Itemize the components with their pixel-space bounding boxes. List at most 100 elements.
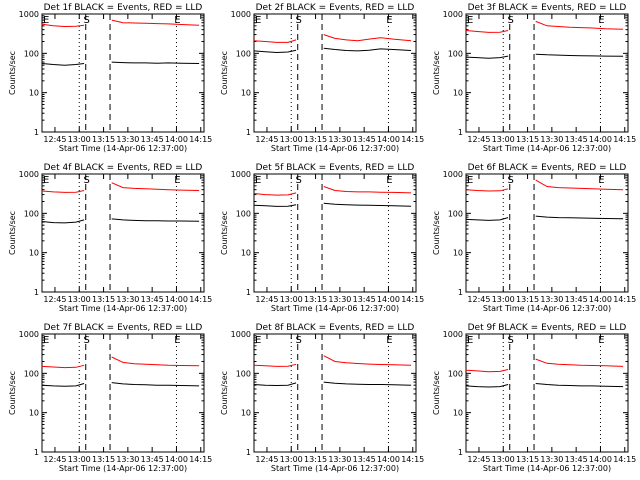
- x-tick-label: 13:15: [304, 455, 327, 464]
- y-tick-label: 1000: [231, 170, 251, 179]
- y-tick-label: 1000: [443, 330, 463, 339]
- marker-label: E: [467, 15, 473, 26]
- marker-label: E: [598, 335, 604, 346]
- marker-label: E: [386, 175, 392, 186]
- y-axis-label: Counts/sec: [220, 211, 229, 255]
- series-line-events: [465, 383, 624, 388]
- plot-frame: [465, 173, 629, 293]
- chart-title: Det 7f BLACK = Events, RED = LLD: [44, 323, 203, 333]
- x-tick-label: 13:30: [540, 295, 563, 304]
- x-tick-label: 13:15: [92, 135, 115, 144]
- marker-label: E: [255, 175, 261, 186]
- marker-label: E: [598, 175, 604, 186]
- series-line-lld: [41, 182, 200, 193]
- y-tick-label: 100: [236, 369, 251, 378]
- marker-label: S: [296, 15, 302, 26]
- y-tick-label: 1: [458, 288, 463, 297]
- x-tick-label: 13:00: [492, 135, 515, 144]
- x-tick-label: 12:45: [467, 455, 490, 464]
- x-tick-label: 14:15: [401, 455, 424, 464]
- x-tick-label: 13:45: [565, 455, 588, 464]
- chart-panel: Det 7f BLACK = Events, RED = LLD 1 10 100 10…: [8, 323, 212, 473]
- series-line-events: [253, 202, 412, 207]
- chart-title: Det 8f BLACK = Events, RED = LLD: [256, 323, 415, 333]
- y-axis-label: Counts/sec: [432, 211, 441, 255]
- x-tick-label: 13:30: [540, 455, 563, 464]
- chart-panel: Det 5f BLACK = Events, RED = LLD 1 10 100 10…: [220, 163, 424, 313]
- marker-label: E: [467, 335, 473, 346]
- series-line-events: [465, 215, 624, 221]
- plot-frame: [465, 333, 629, 453]
- marker-label: S: [508, 175, 514, 186]
- y-tick-label: 1000: [19, 10, 39, 19]
- marker-label: S: [508, 335, 514, 346]
- y-tick-label: 10: [241, 89, 251, 98]
- chart-panel: Det 4f BLACK = Events, RED = LLD 1 10 100 10…: [8, 163, 212, 313]
- x-tick-label: 13:30: [328, 295, 351, 304]
- y-tick-label: 100: [24, 369, 39, 378]
- y-tick-label: 10: [453, 409, 463, 418]
- chart-panel: Det 2f BLACK = Events, RED = LLD 1 10 100 10…: [220, 3, 424, 153]
- y-tick-label: 1000: [19, 330, 39, 339]
- x-tick-label: 14:15: [401, 135, 424, 144]
- series-line-lld: [465, 179, 624, 192]
- y-axis-label: Counts/sec: [220, 51, 229, 95]
- x-tick-label: 13:30: [540, 135, 563, 144]
- plot-frame: [253, 333, 417, 453]
- series-line-events: [41, 218, 200, 224]
- x-axis-label: Start Time (14-Apr-06 12:37:00): [483, 464, 611, 473]
- x-tick-label: 14:15: [613, 295, 636, 304]
- marker-label: S: [296, 335, 302, 346]
- marker-label: E: [43, 335, 49, 346]
- y-tick-label: 10: [453, 249, 463, 258]
- x-tick-label: 12:45: [467, 135, 490, 144]
- x-tick-label: 14:15: [189, 135, 212, 144]
- x-tick-label: 13:45: [565, 135, 588, 144]
- x-tick-label: 14:00: [377, 135, 400, 144]
- chart-panel: Det 9f BLACK = Events, RED = LLD 1 10 100 10…: [432, 323, 636, 473]
- x-tick-label: 14:00: [165, 135, 188, 144]
- plot-frame: [41, 173, 205, 293]
- chart-title: Det 9f BLACK = Events, RED = LLD: [468, 323, 627, 333]
- y-tick-label: 1: [458, 448, 463, 457]
- y-tick-label: 100: [448, 49, 463, 58]
- x-tick-label: 13:45: [353, 135, 376, 144]
- y-tick-label: 1: [34, 128, 39, 137]
- x-tick-label: 13:00: [68, 455, 91, 464]
- x-tick-label: 12:45: [255, 455, 278, 464]
- x-tick-label: 12:45: [43, 455, 66, 464]
- x-tick-label: 13:00: [68, 135, 91, 144]
- y-tick-label: 100: [448, 369, 463, 378]
- y-tick-label: 100: [24, 49, 39, 58]
- y-tick-label: 1: [246, 448, 251, 457]
- x-tick-label: 13:45: [353, 295, 376, 304]
- y-tick-label: 100: [448, 209, 463, 218]
- x-tick-label: 12:45: [255, 295, 278, 304]
- marker-label: E: [43, 175, 49, 186]
- marker-label: S: [84, 15, 90, 26]
- x-tick-label: 13:45: [353, 455, 376, 464]
- chart-panel: Det 6f BLACK = Events, RED = LLD 1 10 100 10…: [432, 163, 636, 313]
- chart-title: Det 2f BLACK = Events, RED = LLD: [256, 3, 415, 13]
- x-axis-label: Start Time (14-Apr-06 12:37:00): [271, 144, 399, 153]
- y-tick-label: 100: [24, 209, 39, 218]
- y-tick-label: 1: [458, 128, 463, 137]
- plot-frame: [41, 333, 205, 453]
- x-axis-label: Start Time (14-Apr-06 12:37:00): [59, 144, 187, 153]
- x-tick-label: 12:45: [43, 295, 66, 304]
- marker-label: S: [84, 175, 90, 186]
- y-tick-label: 1000: [231, 10, 251, 19]
- y-axis-label: Counts/sec: [8, 51, 17, 95]
- series-line-lld: [253, 34, 412, 43]
- marker-label: S: [296, 175, 302, 186]
- series-line-lld: [41, 19, 200, 28]
- series-line-events: [465, 53, 624, 59]
- y-tick-label: 1: [34, 288, 39, 297]
- x-axis-label: Start Time (14-Apr-06 12:37:00): [59, 464, 187, 473]
- y-tick-label: 100: [236, 209, 251, 218]
- plot-frame: [253, 173, 417, 293]
- x-tick-label: 13:15: [516, 135, 539, 144]
- y-tick-label: 1000: [19, 170, 39, 179]
- marker-label: E: [386, 335, 392, 346]
- y-tick-label: 1: [246, 128, 251, 137]
